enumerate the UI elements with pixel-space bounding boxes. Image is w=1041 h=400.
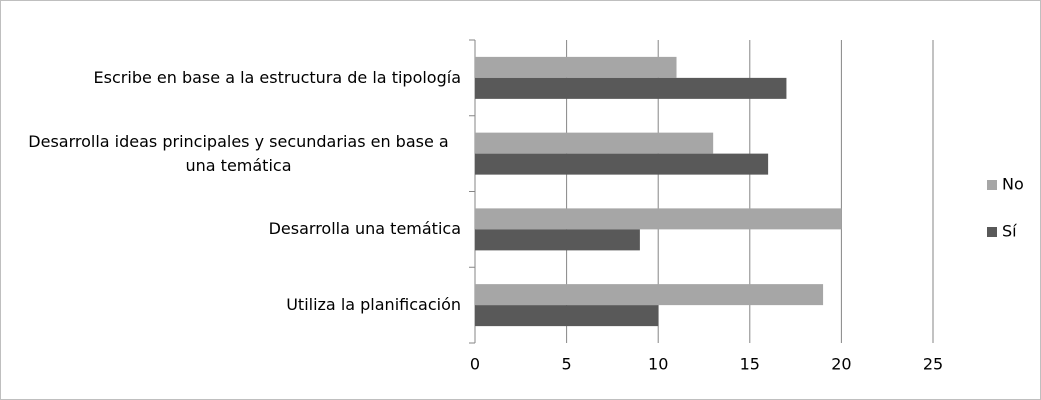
y-tick-label-box: Desarrolla ideas principales y secundari…: [1, 116, 461, 192]
legend-label: Sí: [1002, 222, 1017, 241]
bar: [475, 56, 677, 78]
y-tick-label: Escribe en base a la estructura de la ti…: [93, 67, 461, 87]
bar: [475, 208, 842, 230]
x-tick-label: 15: [740, 355, 760, 374]
bar: [475, 153, 769, 175]
legend-swatch: [987, 180, 997, 190]
x-tick-label: 25: [923, 355, 943, 374]
legend-swatch: [987, 227, 997, 237]
x-tick-label: 10: [648, 355, 668, 374]
y-tick-label-box: Utiliza la planificación: [1, 267, 461, 343]
y-tick-label: Utiliza la planificación: [286, 295, 461, 315]
bar: [475, 132, 714, 154]
bar: [475, 305, 659, 327]
bar: [475, 284, 824, 306]
y-tick-label-box: Escribe en base a la estructura de la ti…: [1, 40, 461, 116]
x-tick-label: 5: [562, 355, 572, 374]
y-tick-label: Desarrolla ideas principales y secundari…: [28, 131, 449, 175]
y-tick-label: Desarrolla una temática: [268, 219, 461, 239]
bar: [475, 77, 787, 99]
bar: [475, 229, 640, 251]
legend-label: No: [1002, 175, 1024, 194]
x-tick-label: 20: [831, 355, 851, 374]
x-tick-label: 0: [470, 355, 480, 374]
y-tick-label-box: Desarrolla una temática: [1, 192, 461, 268]
